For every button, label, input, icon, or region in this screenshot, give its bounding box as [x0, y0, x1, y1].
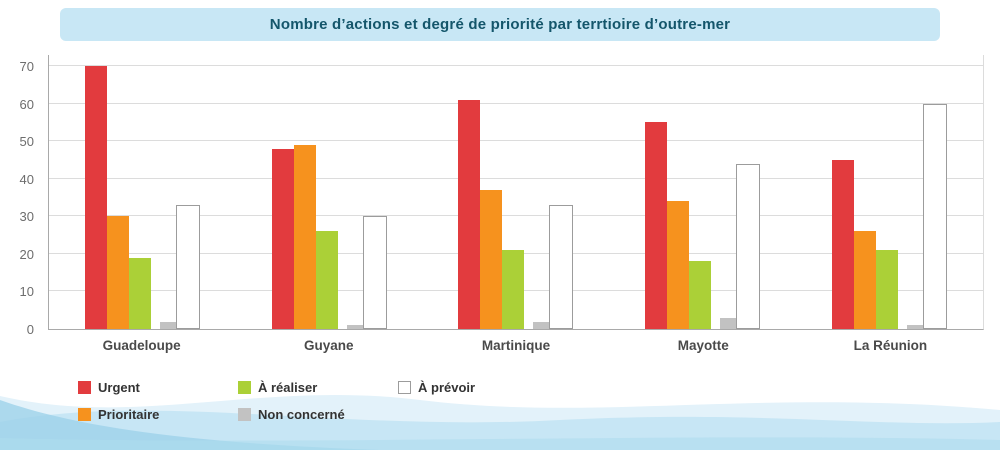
- legend-item-a-prevoir: À prévoir: [398, 380, 558, 395]
- bar-a-prevoir: [736, 163, 761, 329]
- bar-group: [236, 144, 423, 329]
- y-tick-label: 40: [19, 171, 34, 187]
- y-tick-label: 60: [19, 96, 34, 112]
- legend-item-urgent: Urgent: [78, 380, 238, 395]
- bar-a-realiser: [689, 261, 712, 329]
- bar-group: [49, 66, 236, 329]
- bar-a-realiser: [502, 250, 525, 329]
- y-axis: 0 10 20 30 40 50 60 70: [0, 55, 44, 337]
- gridline: [49, 140, 983, 142]
- legend-label: Prioritaire: [98, 407, 160, 422]
- legend-swatch-prioritaire: [78, 408, 91, 421]
- bar-non-concerne: [533, 321, 550, 329]
- bar-non-concerne: [720, 317, 737, 329]
- legend-column: Urgent Prioritaire: [78, 380, 238, 422]
- legend-label: Non concerné: [258, 407, 345, 422]
- gridline: [49, 102, 983, 104]
- legend-label: À prévoir: [418, 380, 476, 395]
- y-tick-label: 10: [19, 284, 34, 300]
- legend-label: À réaliser: [258, 380, 318, 395]
- bar-prioritaire: [480, 190, 503, 329]
- gridline: [49, 177, 983, 179]
- bar-group: [609, 122, 796, 329]
- bar-urgent: [271, 148, 294, 329]
- y-tick-label: 0: [26, 322, 34, 337]
- gridline: [49, 65, 983, 66]
- category-label: Martinique: [481, 338, 551, 353]
- y-tick-label: 30: [19, 209, 34, 225]
- y-tick-label: 50: [19, 134, 34, 150]
- bar-group: [423, 99, 610, 329]
- gridline: [49, 215, 983, 217]
- legend-item-prioritaire: Prioritaire: [78, 407, 238, 422]
- bar-prioritaire: [667, 201, 690, 329]
- bar-a-prevoir: [175, 205, 200, 329]
- bar-groups: [49, 55, 983, 329]
- bar-prioritaire: [106, 216, 129, 329]
- category-labels: Guadeloupe Guyane Martinique Mayotte La Réun…: [48, 338, 984, 353]
- category-label: Guadeloupe: [102, 338, 181, 353]
- legend-label: Urgent: [98, 380, 140, 395]
- legend-column: À réaliser Non concerné: [238, 380, 398, 422]
- bar-urgent: [84, 66, 107, 329]
- bar-a-realiser: [315, 231, 338, 329]
- bar-urgent: [832, 159, 855, 329]
- legend-column: À prévoir: [398, 380, 558, 422]
- legend-swatch-non-concerne: [238, 408, 251, 421]
- y-tick-label: 70: [19, 59, 34, 74]
- legend-swatch-a-realiser: [238, 381, 251, 394]
- bar-a-prevoir: [362, 216, 387, 329]
- category-label: La Réunion: [853, 338, 928, 353]
- legend-item-a-realiser: À réaliser: [238, 380, 398, 395]
- legend-swatch-a-prevoir: [398, 381, 411, 394]
- bar-urgent: [645, 122, 668, 329]
- bar-non-concerne: [159, 321, 176, 329]
- bar-a-prevoir: [549, 205, 574, 329]
- bar-a-realiser: [876, 250, 899, 329]
- bar-a-realiser: [128, 257, 151, 329]
- bar-non-concerne: [907, 325, 924, 329]
- bar-prioritaire: [293, 144, 316, 329]
- legend-swatch-urgent: [78, 381, 91, 394]
- bar-prioritaire: [854, 231, 877, 329]
- bar-non-concerne: [346, 325, 363, 329]
- legend: Urgent Prioritaire À réaliser Non concerné À…: [78, 380, 558, 422]
- legend-item-non-concerne: Non concerné: [238, 407, 398, 422]
- y-tick-label: 20: [19, 246, 34, 262]
- bar-a-prevoir: [923, 103, 948, 329]
- chart-title: Nombre d’actions et degré de priorité pa…: [60, 8, 940, 41]
- category-label: Guyane: [304, 338, 354, 353]
- plot-area: [48, 55, 984, 330]
- bar-group: [796, 103, 983, 329]
- bar-urgent: [458, 99, 481, 329]
- category-label: Mayotte: [677, 338, 729, 353]
